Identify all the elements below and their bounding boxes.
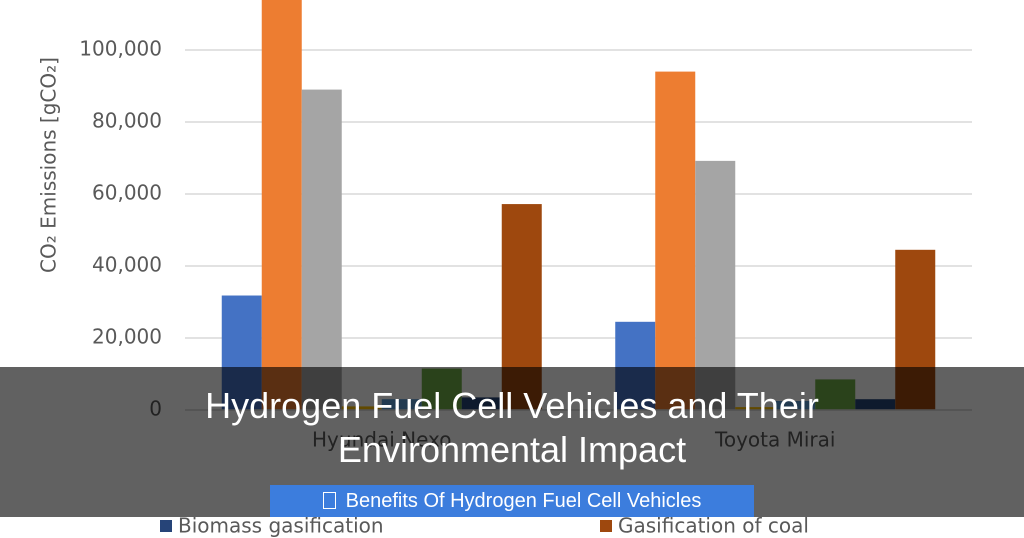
y-tick-label: 80,000 — [92, 109, 162, 133]
legend-label: Gasification of coal — [618, 514, 809, 538]
tag-text: Benefits Of Hydrogen Fuel Cell Vehicles — [345, 490, 702, 512]
tag-icon — [322, 492, 336, 509]
y-tick-label: 60,000 — [92, 181, 162, 205]
legend-swatch — [600, 520, 612, 532]
y-tick-label: 20,000 — [92, 325, 162, 349]
y-axis-title: CO₂ Emissions [gCO₂] — [37, 57, 61, 273]
legend-label: Biomass gasification — [178, 514, 384, 538]
y-tick-label: 40,000 — [92, 253, 162, 277]
bar — [261, 0, 302, 411]
overlay-title: Hydrogen Fuel Cell Vehicles and Their En… — [205, 385, 819, 470]
y-tick-label: 100,000 — [79, 37, 162, 61]
legend-swatch — [160, 520, 172, 532]
bar — [301, 89, 342, 410]
overlay-tag[interactable]: Benefits Of Hydrogen Fuel Cell Vehicles — [270, 485, 754, 517]
bar — [655, 71, 696, 410]
